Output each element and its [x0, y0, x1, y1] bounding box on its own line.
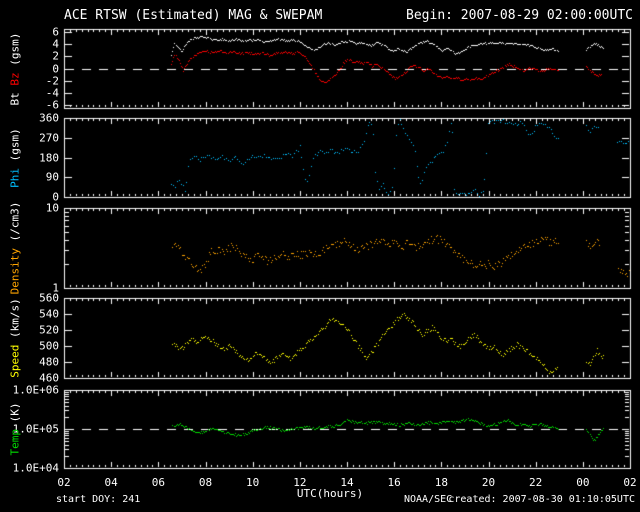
y-tick-label: 500 [39, 339, 59, 353]
y-tick-label: 1.0E+06 [12, 383, 59, 397]
panel-label-bt-bz: Bt Bz (gsm) [9, 32, 22, 105]
x-tick-label: 20 [481, 476, 496, 489]
start-doy-label: start DOY: 241 [56, 494, 141, 505]
panel-label-temp: Temp (K) [9, 403, 22, 456]
y-tick-label: -2 [45, 74, 59, 88]
y-tick-label: 460 [39, 371, 59, 385]
panel-label-part: Temp [8, 429, 22, 456]
y-tick-label: 2 [52, 49, 59, 63]
panel-label-part: Density [8, 248, 22, 295]
x-tick-label: 10 [246, 476, 260, 489]
y-tick-label: 270 [39, 131, 59, 145]
y-tick-label: 560 [39, 291, 59, 305]
x-tick-label: 00 [576, 476, 590, 489]
x-tick-label: 06 [151, 476, 165, 489]
x-tick-label: 08 [198, 476, 213, 489]
x-axis-title: UTC(hours) [296, 487, 364, 500]
y-tick-label: 1.0E+04 [12, 461, 59, 475]
y-tick-label: 1 [52, 281, 59, 295]
created-timestamp: created: 2007-08-30 01:10:05UTC [448, 494, 635, 505]
panel-label-phi: Phi (gsm) [9, 128, 22, 188]
y-tick-label: 0 [52, 190, 59, 204]
y-tick-label: 6 [52, 25, 59, 39]
chart-title: ACE RTSW (Estimated) MAG & SWEPAM [64, 8, 323, 23]
y-tick-label: -6 [45, 98, 59, 112]
panel-label-part: (/cm3) [8, 201, 22, 248]
agency-label: NOAA/SEC [404, 494, 453, 505]
y-tick-label: 0 [52, 62, 59, 75]
x-tick-label: 04 [104, 476, 118, 489]
y-tick-label: 1.0E+05 [12, 422, 59, 436]
panel-label-density: Density (/cm3) [9, 202, 22, 295]
x-tick-label: 02 [623, 476, 637, 489]
y-tick-label: 90 [45, 170, 59, 184]
panel-label-part: Bz [8, 71, 22, 86]
panel-label-part: Phi [8, 167, 22, 188]
x-tick-label: 22 [529, 476, 543, 489]
y-tick-label: 4 [52, 37, 59, 51]
x-tick-label: 18 [434, 476, 448, 489]
y-tick-label: 520 [39, 323, 59, 337]
panel-label-part: Speed [8, 344, 22, 378]
begin-timestamp: Begin: 2007-08-29 02:00:00UTC [406, 8, 633, 23]
x-tick-label: 12 [293, 476, 307, 489]
y-tick-label: 540 [39, 307, 59, 321]
x-tick-label: 02 [57, 476, 71, 489]
y-tick-label: 10 [45, 201, 59, 215]
panel-label-part: (K) [8, 402, 22, 429]
y-tick-label: 180 [39, 151, 59, 164]
x-tick-label: 14 [340, 476, 354, 489]
y-tick-label: 480 [39, 355, 59, 369]
y-tick-label: 360 [39, 111, 59, 125]
panel-label-part: (km/s) [8, 298, 22, 345]
panel-label-part: (gsm) [8, 32, 22, 72]
panel-label-part: (gsm) [8, 127, 22, 168]
y-tick-label: -4 [45, 86, 59, 100]
panel-label-speed: Speed (km/s) [9, 298, 22, 377]
x-tick-label: 16 [387, 476, 401, 489]
panel-label-part: Bt [8, 85, 22, 105]
